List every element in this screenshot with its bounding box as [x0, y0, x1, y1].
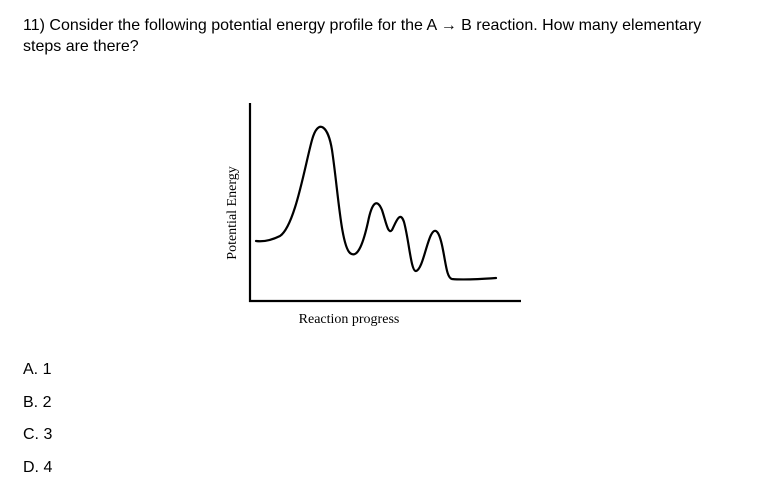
option-b[interactable]: B. 2 [23, 393, 52, 411]
energy-curve [254, 125, 498, 281]
x-axis-label: Reaction progress [299, 312, 400, 327]
question-text: 11) Consider the following potential ene… [23, 17, 702, 55]
answer-options: A. 1 B. 2 C. 3 D. 4 [23, 360, 52, 490]
option-c[interactable]: C. 3 [23, 426, 53, 443]
option-d[interactable]: D. 4 [23, 458, 53, 476]
y-axis-label: Potential Energy [225, 166, 240, 259]
option-a[interactable]: A. 1 [23, 361, 52, 378]
